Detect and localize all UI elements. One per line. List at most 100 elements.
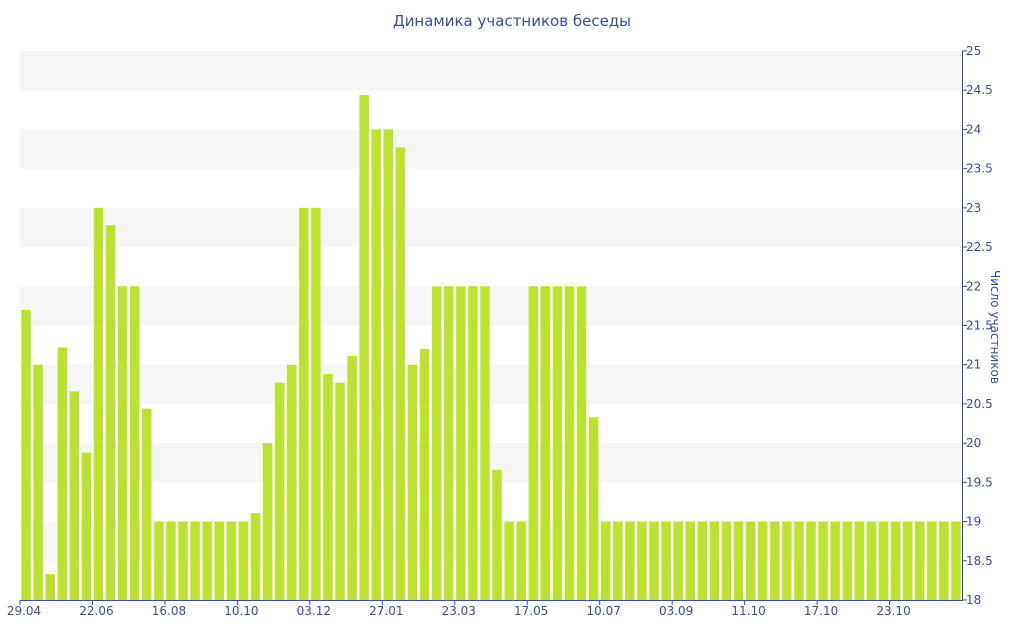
bar: [540, 286, 551, 600]
y-tick-label: 23: [966, 201, 981, 215]
x-tick-label: 29.04: [7, 604, 41, 618]
y-tick-label: 18: [966, 593, 981, 607]
x-tick-label: 23.03: [442, 604, 476, 618]
bar: [504, 521, 514, 600]
bar: [250, 512, 261, 600]
bar: [951, 521, 961, 600]
bar: [431, 286, 442, 600]
bar: [673, 521, 683, 600]
bar: [130, 286, 140, 600]
y-tick-label: 25: [966, 44, 981, 58]
bar: [890, 521, 901, 600]
bar: [733, 521, 744, 600]
bar: [33, 364, 43, 600]
bar: [878, 521, 889, 600]
x-tick-label: 03.12: [297, 604, 331, 618]
bar: [818, 521, 828, 600]
bar: [588, 417, 599, 600]
y-tick-label: 22.5: [966, 240, 993, 254]
y-tick-label: 20.5: [966, 397, 993, 411]
bar: [45, 574, 55, 600]
x-axis-ticks: 29.04 22.06 16.08 10.10 03.12 27.01 23.03 17.05…: [7, 600, 911, 618]
bar: [552, 286, 563, 600]
x-tick-label: 22.06: [79, 604, 113, 618]
bar: [57, 347, 67, 600]
y-tick-label: 22: [966, 279, 981, 293]
y-tick-label: 21: [966, 358, 981, 372]
bar: [154, 521, 164, 600]
x-tick-label: 03.09: [659, 604, 693, 618]
bar: [649, 521, 659, 600]
bar: [166, 521, 176, 600]
grid-band: [20, 364, 962, 404]
bar: [69, 391, 80, 600]
bar: [927, 521, 937, 600]
y-axis-ticks: 18 18.5 19 19.5 20 20.5 21 21.5 22 22.5 23 23.5 24 24…: [962, 44, 993, 607]
bar: [226, 521, 237, 600]
bar: [854, 521, 865, 600]
y-tick-label: 20: [966, 436, 981, 450]
bar: [419, 349, 430, 600]
bar: [721, 521, 732, 600]
bar: [745, 521, 756, 600]
bar: [601, 521, 611, 600]
bar: [806, 521, 816, 600]
bar: [274, 382, 285, 600]
bar: [142, 408, 152, 600]
bar: [262, 443, 273, 600]
bar: [685, 521, 695, 600]
bar: [528, 286, 538, 600]
bar: [347, 356, 357, 600]
bar: [21, 309, 31, 600]
y-tick-label: 21.5: [966, 319, 993, 333]
y-tick-label: 23.5: [966, 162, 993, 176]
grid-band: [20, 286, 962, 326]
bar: [444, 286, 454, 600]
bar: [516, 521, 526, 600]
bar: [830, 521, 840, 600]
bar: [371, 129, 381, 600]
bar: [637, 521, 647, 600]
bar: [709, 521, 720, 600]
grid-band: [20, 51, 962, 91]
bar: [335, 382, 345, 600]
bar: [287, 364, 297, 600]
bar: [81, 452, 92, 600]
bar: [117, 286, 128, 600]
bar: [456, 286, 466, 600]
bar: [407, 364, 418, 600]
bar: [625, 521, 635, 600]
grid-band: [20, 129, 962, 169]
bar: [93, 207, 104, 601]
x-tick-label: 17.10: [804, 604, 838, 618]
x-tick-label: 11.10: [731, 604, 765, 618]
x-tick-label: 23.10: [876, 604, 910, 618]
bar: [105, 225, 116, 601]
bar: [299, 207, 309, 601]
bar: [238, 521, 249, 600]
bar: [323, 374, 333, 600]
grid-band: [20, 521, 962, 561]
chart-title: Динамика участников беседы: [392, 12, 632, 30]
bar: [468, 286, 478, 600]
x-tick-label: 10.10: [224, 604, 258, 618]
bar: [576, 286, 587, 600]
bar: [782, 521, 792, 600]
grid-band: [20, 207, 962, 248]
bar: [697, 521, 708, 600]
y-tick-label: 18.5: [966, 554, 993, 568]
bar: [842, 521, 852, 600]
bar: [758, 521, 768, 600]
bar: [178, 521, 188, 600]
y-tick-label: 19: [966, 515, 981, 529]
y-tick-label: 24: [966, 122, 981, 136]
bar: [492, 469, 502, 600]
bar: [480, 286, 490, 600]
y-tick-label: 24.5: [966, 83, 993, 97]
bar: [794, 521, 804, 600]
bar: [202, 521, 212, 600]
bar: [359, 94, 369, 601]
bar: [661, 521, 671, 600]
bar: [915, 521, 925, 600]
